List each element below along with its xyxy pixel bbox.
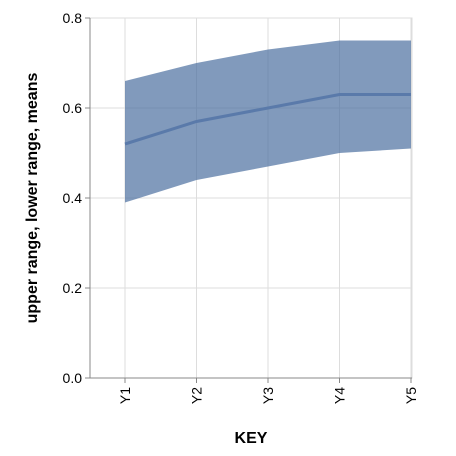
x-axis: Y1 Y2 Y3 Y4 Y5 — [90, 377, 419, 404]
means-line — [124, 93, 411, 146]
range-band — [125, 40, 411, 203]
y-tick-label: 0.0 — [63, 370, 83, 386]
y-axis: 0.0 0.2 0.4 0.6 0.8 — [63, 10, 91, 386]
x-tick-label: Y1 — [117, 387, 133, 404]
y-tick-label: 0.4 — [63, 190, 83, 206]
y-tick-label: 0.6 — [63, 100, 83, 116]
y-tick-label: 0.2 — [63, 280, 83, 296]
x-tick-label: Y3 — [260, 387, 276, 404]
x-tick-label: Y4 — [332, 387, 348, 404]
y-tick-label: 0.8 — [63, 10, 83, 26]
x-tick-label: Y2 — [189, 387, 205, 404]
y-axis-title: upper range, lower range, means — [24, 73, 41, 324]
x-tick-label: Y5 — [403, 387, 419, 404]
x-axis-title: KEY — [235, 430, 268, 447]
